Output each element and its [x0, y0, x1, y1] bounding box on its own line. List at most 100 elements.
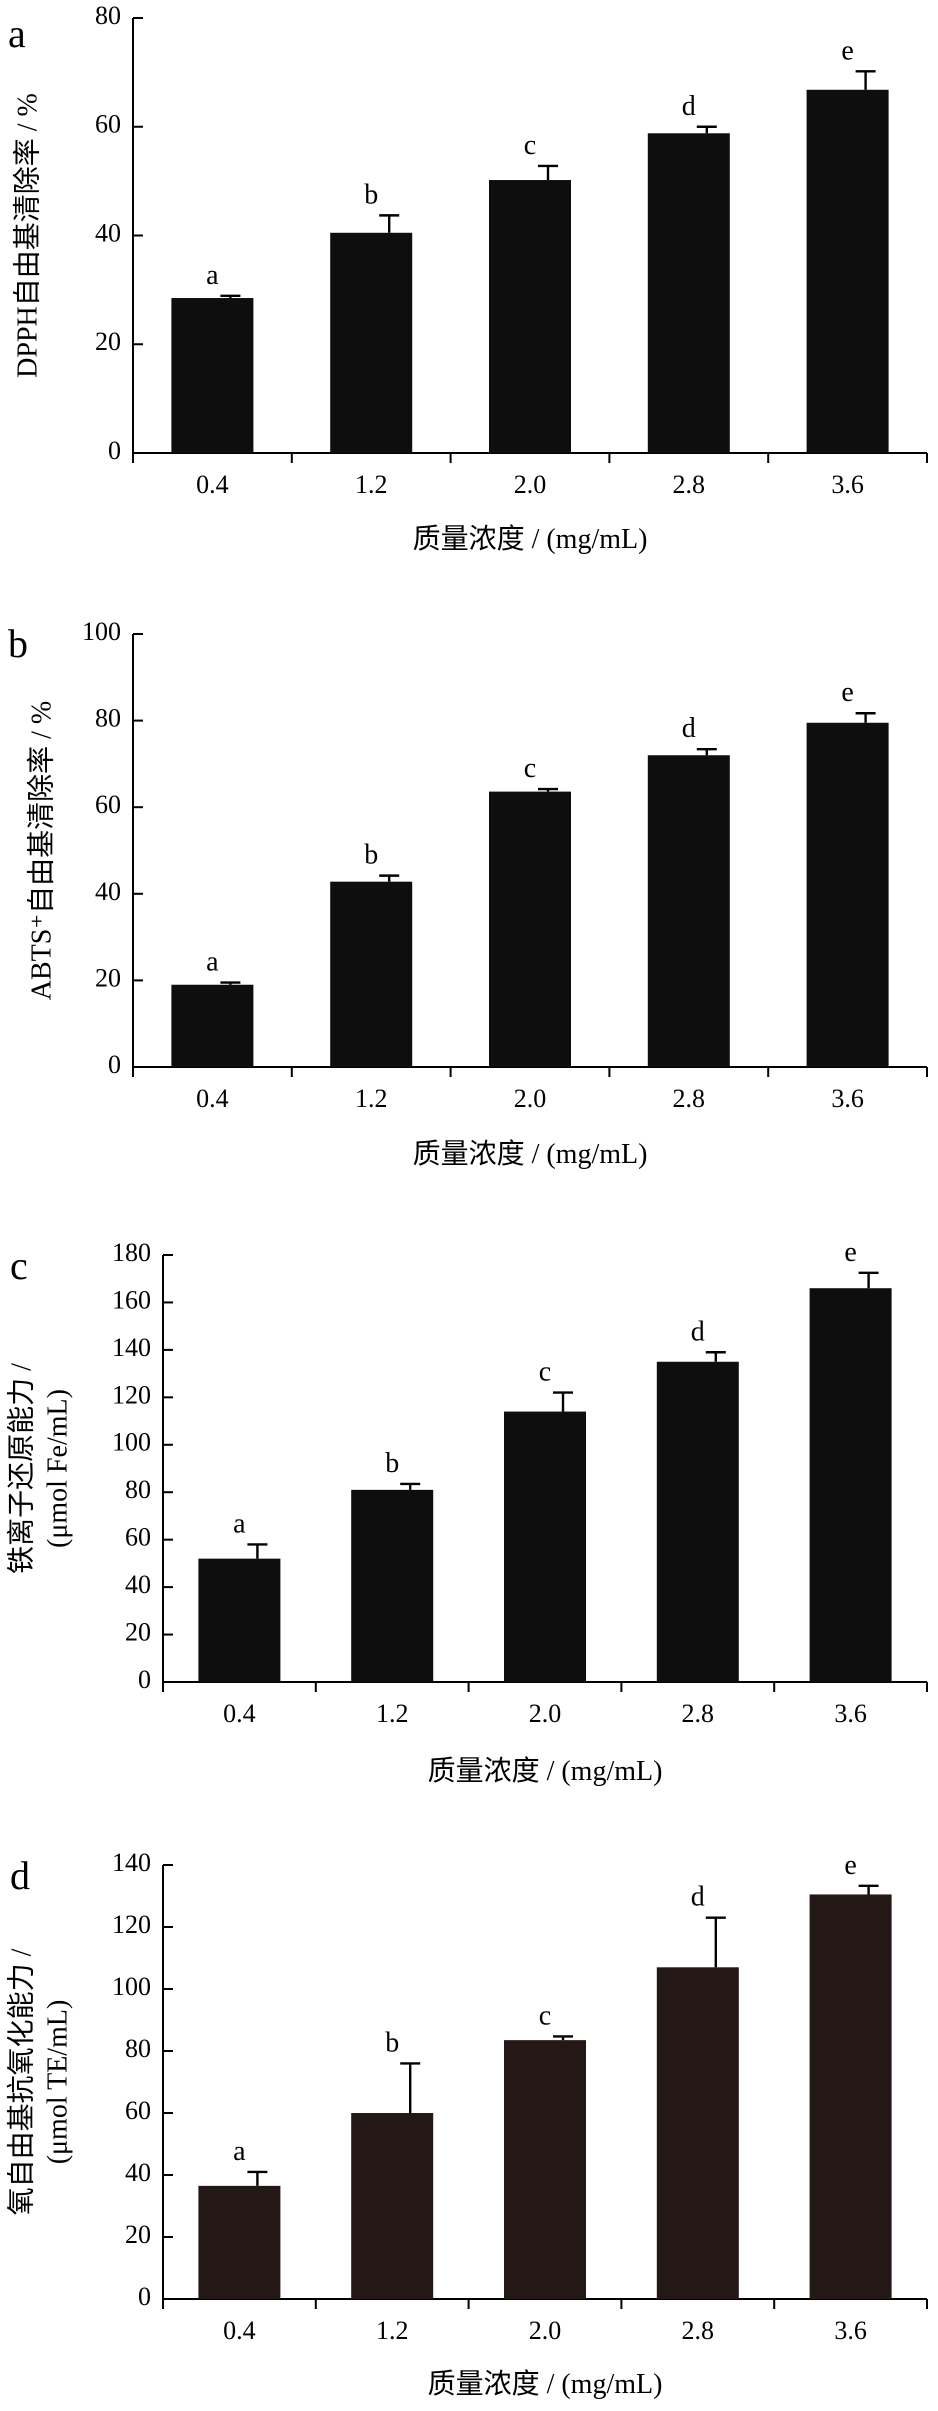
y-tick-label: 60	[125, 1523, 151, 1552]
y-tick-label: 160	[112, 1285, 151, 1314]
significance-letter: a	[206, 260, 219, 291]
bar	[489, 180, 571, 453]
y-tick-label: 100	[82, 617, 121, 646]
bar	[809, 1288, 892, 1682]
x-tick-label: 2.0	[529, 1699, 562, 1728]
x-tick-label: 3.6	[834, 1699, 867, 1728]
significance-letter: e	[844, 1850, 856, 1881]
significance-letter: e	[841, 677, 853, 708]
chart-panel-b: b 0 20 40 60 80 100 a 0.4 b 1.2 c 2.0 d 2.8 e 3.6 质量浓度 / …	[8, 617, 928, 1170]
x-axis-title: 质量浓度 / (mg/mL)	[413, 523, 648, 555]
x-tick-label: 2.8	[673, 470, 706, 499]
significance-letter: e	[841, 35, 853, 66]
significance-letter: d	[682, 91, 696, 122]
bar	[489, 791, 571, 1067]
x-axis-title: 质量浓度 / (mg/mL)	[428, 1755, 663, 1787]
y-tick-label: 20	[95, 963, 121, 992]
y-axis-title: ABTS⁺自由基清除率 / %	[25, 701, 57, 1000]
x-tick-label: 3.6	[834, 2316, 867, 2345]
significance-letter: b	[364, 179, 378, 210]
y-tick-label: 40	[125, 1570, 151, 1599]
bar	[330, 881, 413, 1067]
x-tick-label: 1.2	[355, 470, 388, 499]
y-tick-label: 60	[95, 110, 121, 139]
significance-letter: e	[844, 1237, 856, 1268]
y-tick-label: 20	[95, 327, 121, 356]
x-tick-label: 0.4	[196, 1084, 229, 1113]
x-tick-label: 0.4	[223, 1699, 256, 1728]
y-tick-label: 140	[112, 1333, 151, 1362]
y-tick-label: 60	[95, 790, 121, 819]
chart-panel-a: a 0 20 40 60 80 a 0.4 b 1.2 c 2.0 d 2.8 e 3.6 质量浓度 / (mg…	[8, 1, 928, 555]
x-tick-label: 1.2	[376, 1699, 409, 1728]
significance-letter: b	[385, 1448, 399, 1479]
y-tick-label: 120	[112, 1380, 151, 1409]
significance-letter: d	[691, 1316, 705, 1347]
y-tick-label: 0	[138, 1665, 151, 1694]
significance-letter: b	[364, 840, 378, 871]
bar	[504, 1411, 586, 1682]
y-tick-label: 80	[125, 1475, 151, 1504]
panel-letter: c	[10, 1243, 28, 1288]
significance-letter: c	[524, 130, 536, 161]
y-axis-title: 氧自由基抗氧化能力 /	[5, 1948, 37, 2215]
y-tick-label: 20	[125, 2220, 151, 2249]
bar	[656, 1361, 739, 1682]
bar	[171, 984, 254, 1067]
y-tick-label: 180	[112, 1238, 151, 1267]
bar	[198, 1558, 281, 1682]
y-tick-label: 60	[125, 2096, 151, 2125]
bar	[647, 133, 730, 453]
bar	[351, 2113, 434, 2299]
y-tick-label: 0	[138, 2282, 151, 2311]
y-tick-label: 0	[108, 436, 121, 465]
x-tick-label: 2.0	[514, 1084, 547, 1113]
significance-letter: d	[682, 713, 696, 744]
significance-letter: d	[691, 1882, 705, 1913]
y-tick-label: 140	[112, 1848, 151, 1877]
bar	[198, 2185, 281, 2299]
x-tick-label: 0.4	[196, 470, 229, 499]
y-axis-title: (μmol Fe/mL)	[42, 1389, 73, 1548]
significance-letter: c	[524, 753, 536, 784]
y-tick-label: 40	[95, 218, 121, 247]
bar	[656, 1967, 739, 2299]
panel-letter: b	[8, 621, 28, 666]
bar	[806, 722, 889, 1067]
y-axis-title: DPPH自由基清除率 / %	[11, 93, 43, 378]
significance-letter: a	[233, 2136, 246, 2167]
x-tick-label: 2.8	[682, 2316, 715, 2345]
y-tick-label: 20	[125, 1618, 151, 1647]
y-tick-label: 0	[108, 1050, 121, 1079]
x-tick-label: 1.2	[376, 2316, 409, 2345]
y-axis-title: (μmol TE/mL)	[42, 2000, 73, 2165]
x-axis-title: 质量浓度 / (mg/mL)	[428, 2368, 663, 2400]
y-tick-label: 100	[112, 1972, 151, 2001]
significance-letter: a	[233, 1508, 246, 1539]
chart-panel-c: c 0 20 40 60 80 100 120 140 160 180 a 0.4 b 1.2 c 2.0 d 2.…	[5, 1237, 928, 1787]
bar	[809, 1894, 892, 2299]
y-tick-label: 40	[95, 877, 121, 906]
x-axis-title: 质量浓度 / (mg/mL)	[413, 1138, 648, 1170]
y-tick-label: 40	[125, 2158, 151, 2187]
x-tick-label: 2.8	[682, 1699, 715, 1728]
significance-letter: c	[539, 1357, 551, 1388]
y-tick-label: 80	[95, 1, 121, 30]
y-tick-label: 100	[112, 1428, 151, 1457]
x-tick-label: 2.8	[673, 1084, 706, 1113]
bar	[330, 232, 413, 453]
y-tick-label: 80	[125, 2034, 151, 2063]
significance-letter: c	[539, 2000, 551, 2031]
x-tick-label: 0.4	[223, 2316, 256, 2345]
bar	[504, 2040, 586, 2299]
bar	[806, 89, 889, 454]
panel-letter: d	[10, 1853, 30, 1898]
x-tick-label: 3.6	[831, 470, 864, 499]
x-tick-label: 2.0	[514, 470, 547, 499]
y-axis-title: 铁离子还原能力 /	[5, 1363, 37, 1574]
y-tick-label: 120	[112, 1910, 151, 1939]
y-tick-label: 80	[95, 704, 121, 733]
bar	[171, 298, 254, 453]
x-tick-label: 1.2	[355, 1084, 388, 1113]
